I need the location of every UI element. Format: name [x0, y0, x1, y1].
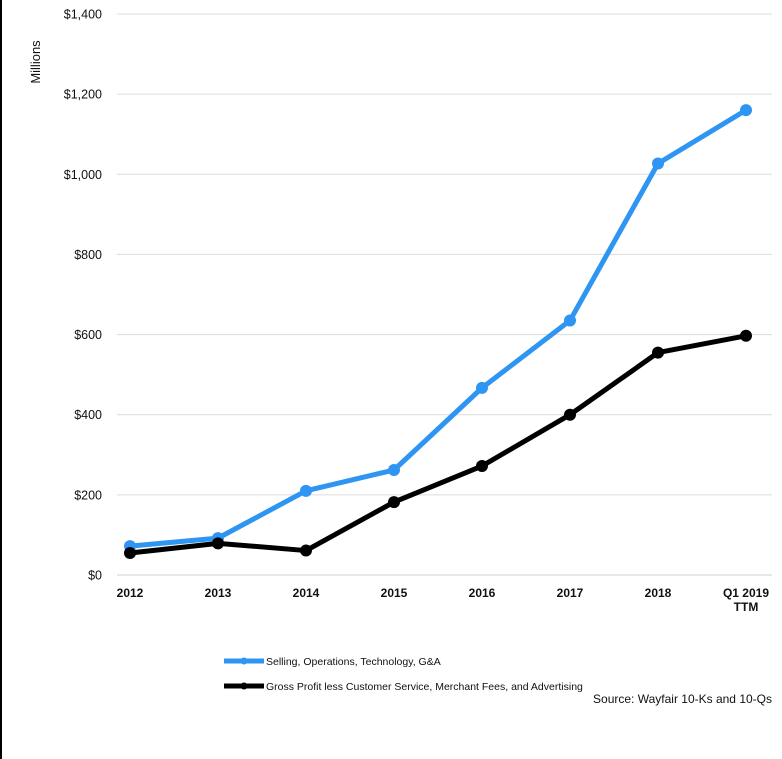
legend-label: Gross Profit less Customer Service, Merc…	[266, 681, 583, 693]
y-tick-label: $0	[88, 569, 102, 583]
legend-item: Gross Profit less Customer Service, Merc…	[224, 681, 583, 693]
y-tick-label: $400	[74, 408, 102, 422]
x-tick-label: 2012	[117, 586, 144, 600]
legend-marker	[240, 682, 248, 690]
series-group	[124, 104, 752, 559]
x-tick-label: 2017	[557, 586, 584, 600]
data-point	[740, 104, 752, 117]
legend: Selling, Operations, Technology, G&A Gros…	[224, 656, 583, 693]
x-tick-label: Q1 2019 TTM	[723, 586, 769, 614]
data-point	[564, 314, 576, 327]
data-point	[300, 544, 312, 557]
source-note: Source: Wayfair 10-Ks and 10-Qs	[593, 692, 772, 706]
data-point	[212, 537, 224, 550]
legend-label: Selling, Operations, Technology, G&A	[266, 656, 441, 668]
x-axis-ticks: 2012 2013 2014 2015 2016 2017 2018 Q1 2019 TTM	[117, 586, 770, 614]
gridlines	[117, 13, 772, 576]
y-tick-label: $200	[74, 488, 102, 502]
data-point	[300, 484, 312, 497]
x-tick-label: 2014	[293, 586, 320, 600]
series-line	[127, 333, 749, 556]
legend-item: Selling, Operations, Technology, G&A	[224, 656, 441, 668]
data-point	[388, 464, 400, 477]
data-point	[124, 546, 136, 559]
series-line	[127, 107, 749, 549]
data-point	[652, 346, 664, 359]
y-tick-label: $1,000	[64, 168, 102, 182]
data-point	[564, 408, 576, 421]
series-1	[124, 104, 752, 553]
data-point	[476, 460, 488, 473]
data-point	[740, 329, 752, 342]
data-point	[388, 496, 400, 509]
x-tick-label: 2015	[381, 586, 408, 600]
y-axis-label: Millions	[28, 40, 43, 84]
y-axis-ticks: $0 $200 $400 $600 $800 $1,000 $1,200 $1,400	[64, 8, 102, 583]
x-tick-label: 2013	[205, 586, 232, 600]
legend-marker	[240, 657, 248, 665]
y-tick-label: $800	[74, 248, 102, 262]
y-tick-label: $1,200	[64, 88, 102, 102]
data-point	[476, 381, 488, 394]
y-tick-label: $600	[74, 328, 102, 342]
y-tick-label: $1,400	[64, 8, 102, 22]
series-2	[124, 329, 752, 559]
data-point	[652, 157, 664, 170]
x-tick-label: 2016	[469, 586, 496, 600]
x-tick-label: 2018	[645, 586, 672, 600]
